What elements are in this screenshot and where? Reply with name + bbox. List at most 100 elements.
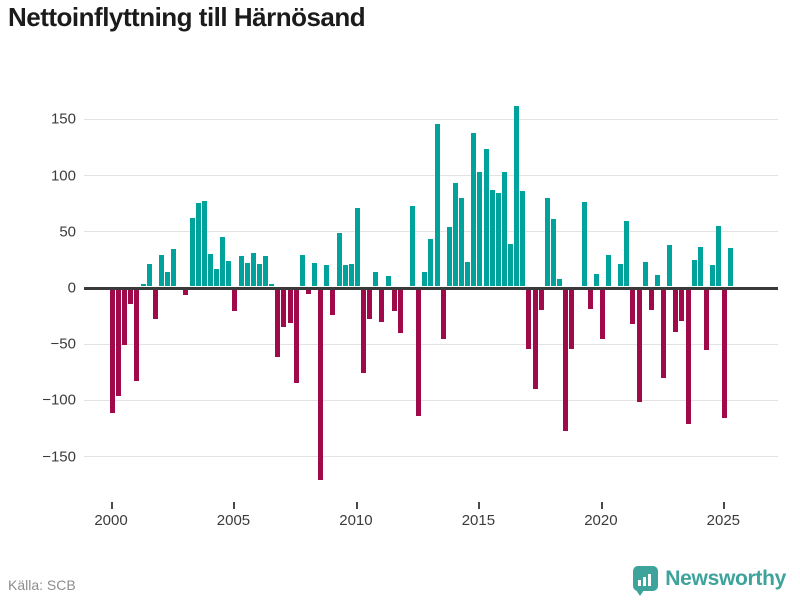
bar-2000-q43: [373, 271, 379, 287]
bar-2000-q54: [440, 289, 446, 339]
x-axis-label-2020: 2020: [584, 512, 618, 529]
bar-2000-q22: [244, 262, 250, 287]
y-axis-label-150: 150: [50, 110, 76, 128]
bar-2000-q97: [703, 289, 709, 351]
bar-2000-q41: [361, 289, 367, 373]
bar-2000-q68: [526, 289, 532, 350]
bar-2000-q81: [606, 255, 611, 287]
bar-2000-q45: [385, 276, 391, 287]
chart-title: Nettoinflyttning till Härnösand: [8, 2, 366, 32]
bar-2000-q52: [428, 239, 434, 287]
bar-2000-q53: [434, 123, 440, 287]
bar-2000-q3: [128, 289, 134, 305]
bar-2000-q75: [569, 289, 575, 350]
bar-2000-q51: [422, 271, 428, 287]
source-note: Källa: SCB: [8, 577, 76, 593]
x-axis-label-2015: 2015: [461, 512, 496, 529]
bar-2000-q65: [508, 243, 514, 287]
bar-2000-q30: [293, 289, 299, 383]
bar-2000-q29: [287, 289, 293, 324]
bar-2000-q78: [587, 289, 593, 309]
y-axis-label-50: 50: [59, 223, 76, 241]
zero-axis-line: [84, 286, 778, 290]
bar-2000-q91: [667, 244, 673, 287]
bar-2000-q25: [263, 256, 269, 287]
bar-2000-q46: [391, 289, 397, 311]
bar-2000-q72: [550, 219, 556, 287]
x-axis-label-2005: 2005: [216, 512, 251, 529]
bar-2000-q34: [318, 289, 324, 481]
x-axis-tick-2015: [478, 502, 481, 509]
bar-2000-q8: [158, 255, 164, 287]
brand-logo: Newsworthy: [633, 566, 786, 596]
bar-2000-q56: [452, 183, 458, 287]
bar-2000-q23: [250, 252, 256, 287]
gridline--50: [84, 343, 778, 345]
x-axis-tick-2010: [355, 502, 358, 509]
bar-2000-q99: [716, 225, 722, 287]
bar-2000-q37: [336, 232, 342, 287]
bar-2000-q12: [183, 289, 189, 296]
bar-2000-q64: [501, 171, 507, 287]
gridline-100: [84, 175, 778, 177]
bar-2000-q40: [354, 207, 360, 287]
bar-2000-q55: [446, 226, 452, 287]
bar-2000-q19: [226, 260, 232, 287]
bar-2000-q87: [642, 261, 648, 287]
bar-2000-q2: [122, 289, 128, 345]
bar-2000-q83: [618, 264, 624, 287]
bar-2000-q32: [305, 289, 311, 294]
bar-2000-q7: [152, 289, 158, 319]
brand-name: Newsworthy: [665, 566, 786, 590]
y-axis-label--50: −50: [50, 335, 76, 353]
bar-2000-q80: [599, 289, 605, 339]
bar-2000-q21: [238, 256, 244, 287]
bar-2000-q61: [483, 149, 489, 287]
bar-2000-q50: [416, 289, 422, 417]
x-axis-tick-2000: [111, 502, 113, 509]
bar-2000-q10: [171, 249, 177, 287]
bar-2000-q47: [397, 289, 403, 334]
bar-2000-q58: [465, 261, 471, 287]
y-axis-label-100: 100: [50, 167, 76, 185]
bar-2000-q17: [214, 268, 220, 287]
bar-2000-q77: [581, 202, 587, 287]
x-axis-label-2000: 2000: [94, 512, 128, 529]
bar-2000-q60: [477, 171, 483, 287]
x-axis-label-2010: 2010: [339, 512, 373, 529]
bar-2000-q88: [648, 289, 654, 310]
bar-2000-q24: [256, 264, 262, 287]
bar-2000-q0: [110, 289, 115, 414]
bar-2000-q5: [140, 284, 146, 287]
bar-2000-q101: [728, 248, 734, 287]
bar-2000-q16: [207, 253, 213, 287]
y-axis-label--150: −150: [42, 448, 76, 466]
bar-2000-q49: [410, 205, 416, 287]
gridline--100: [84, 399, 778, 401]
bar-2000-q86: [636, 289, 642, 402]
bar-2000-q74: [563, 289, 569, 432]
bar-2000-q57: [459, 197, 465, 287]
bar-2000-q14: [195, 203, 201, 287]
bar-2000-q18: [220, 237, 226, 287]
bar-2000-q42: [367, 289, 373, 319]
bar-2000-q62: [489, 189, 495, 287]
bar-2000-q95: [691, 259, 697, 287]
gridline-50: [84, 231, 778, 233]
bar-2000-q92: [673, 289, 679, 333]
bar-2000-q66: [514, 105, 520, 287]
bar-2000-q4: [134, 289, 140, 381]
x-axis-tick-2025: [723, 502, 726, 509]
bar-2000-q84: [624, 221, 630, 287]
x-axis-tick-2020: [600, 502, 603, 509]
bar-2000-q69: [532, 289, 538, 390]
bar-2000-q9: [165, 271, 171, 287]
bar-2000-q63: [495, 193, 501, 287]
bar-2000-q35: [324, 265, 330, 287]
bar-2000-q73: [557, 278, 562, 287]
bar-2000-q27: [275, 289, 281, 357]
bar-2000-q26: [269, 284, 275, 287]
gridline--150: [84, 456, 778, 458]
bar-2000-q36: [330, 289, 336, 316]
bar-2000-q20: [232, 289, 238, 311]
